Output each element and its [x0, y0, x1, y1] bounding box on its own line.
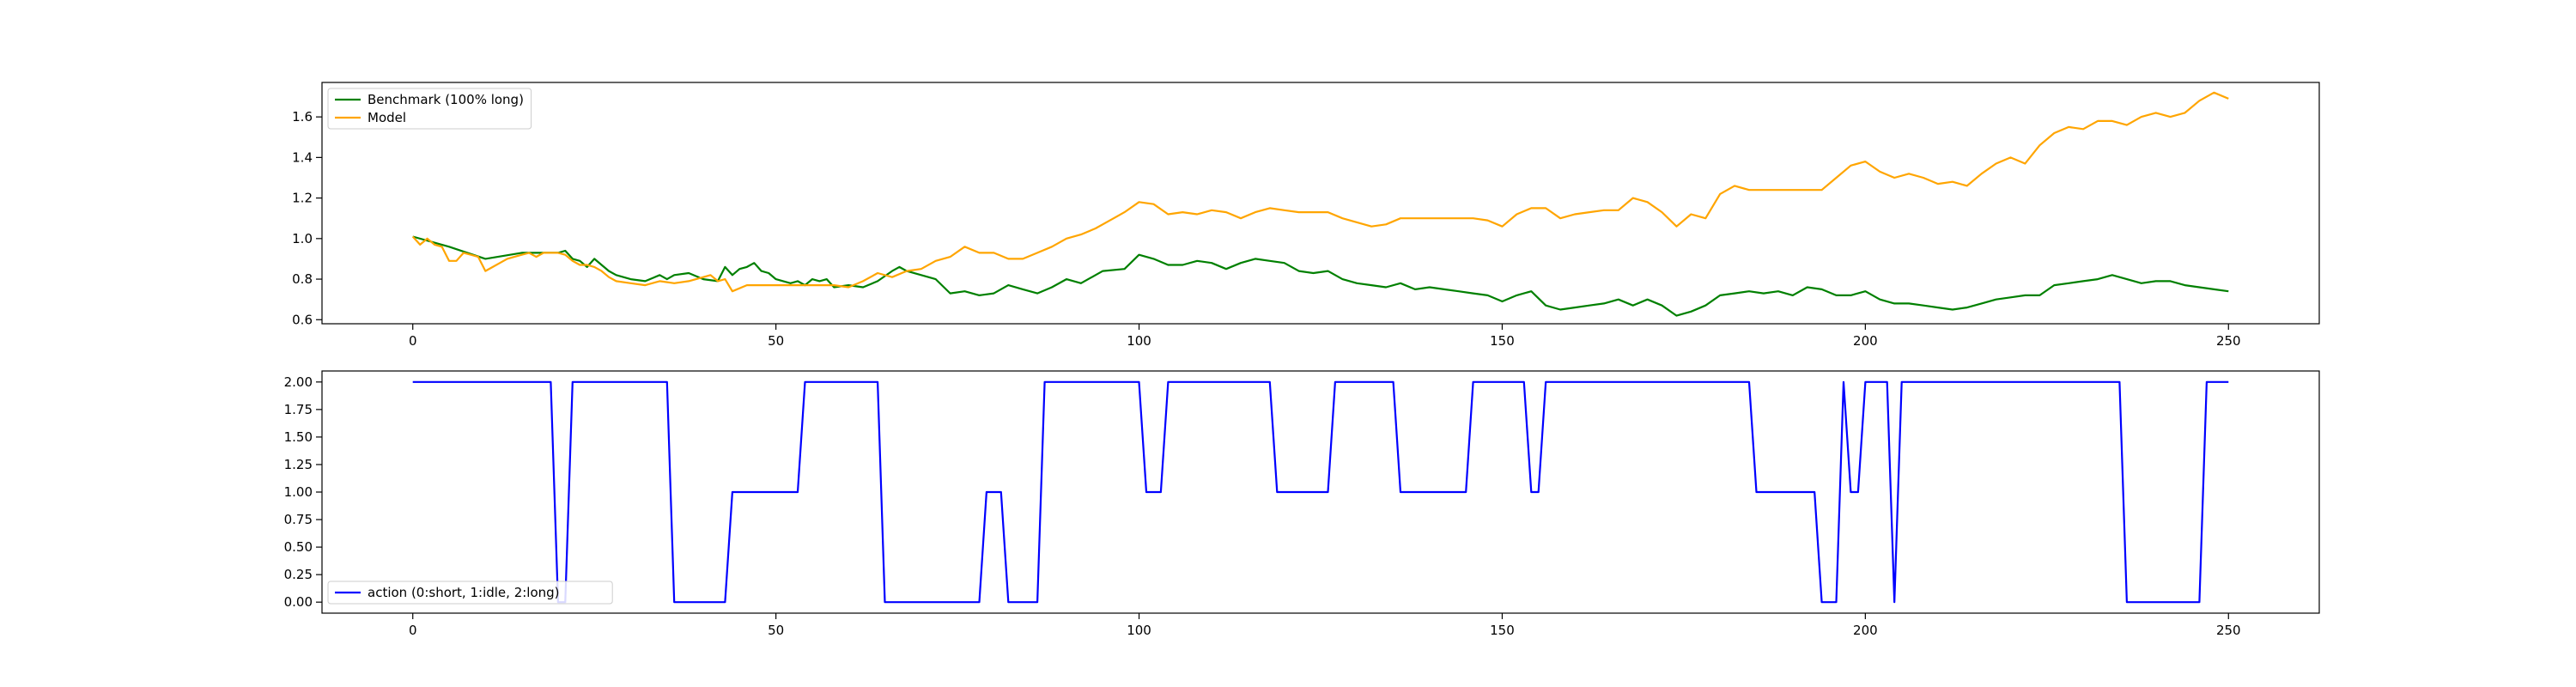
- y-tick-label: 1.75: [284, 402, 313, 417]
- x-tick-label: 250: [2216, 623, 2241, 638]
- y-tick-label: 1.4: [292, 149, 313, 165]
- legend-label: Benchmark (100% long): [368, 92, 524, 107]
- legend: Benchmark (100% long) Model: [327, 88, 532, 130]
- legend-label: action (0:short, 1:idle, 2:long): [368, 585, 560, 600]
- y-tick-label: 1.50: [284, 429, 313, 445]
- x-tick-label: 200: [1853, 623, 1878, 638]
- legend-box: [327, 88, 532, 130]
- y-tick-label: 0.8: [292, 271, 313, 287]
- y-tick-label: 1.25: [284, 457, 313, 472]
- y-tick-label: 1.00: [284, 484, 313, 500]
- series-line-0-0: [412, 235, 2229, 317]
- x-tick-label: 150: [1490, 333, 1515, 349]
- y-tick-label: 0.25: [284, 567, 313, 582]
- legend-label: Model: [368, 110, 406, 125]
- y-tick-label: 2.00: [284, 374, 313, 390]
- x-tick-label: 250: [2216, 333, 2241, 349]
- x-tick-label: 50: [768, 623, 784, 638]
- y-tick-label: 0.00: [284, 594, 313, 610]
- action-chart: 0 50 100 150 200 250 0.00 0.25 0.50 0.75 1.00 1.25 1…: [284, 370, 2320, 638]
- x-tick-label: 50: [768, 333, 784, 349]
- y-tick-label: 1.6: [292, 109, 313, 125]
- legend-box: [327, 581, 613, 605]
- y-tick-label: 1.2: [292, 191, 313, 206]
- x-tick-label: 100: [1127, 333, 1151, 349]
- y-tick-label: 1.0: [292, 231, 313, 246]
- price-chart: 0 50 100 150 200 250 0.6 0.8 1.0 1.2 1.4 1.6 Benchma…: [292, 82, 2320, 349]
- x-tick-label: 150: [1490, 623, 1515, 638]
- y-tick-label: 0.75: [284, 512, 313, 527]
- y-tick-label: 0.6: [292, 312, 313, 327]
- x-tick-label: 0: [409, 333, 417, 349]
- series-line-0-1: [411, 91, 2229, 293]
- x-tick-label: 100: [1127, 623, 1151, 638]
- x-tick-label: 0: [409, 623, 417, 638]
- x-tick-label: 200: [1853, 333, 1878, 349]
- y-tick-label: 0.50: [284, 539, 313, 555]
- axes-frame: [321, 82, 2320, 325]
- series-line-1-0: [412, 380, 2229, 604]
- legend: action (0:short, 1:idle, 2:long): [327, 581, 613, 605]
